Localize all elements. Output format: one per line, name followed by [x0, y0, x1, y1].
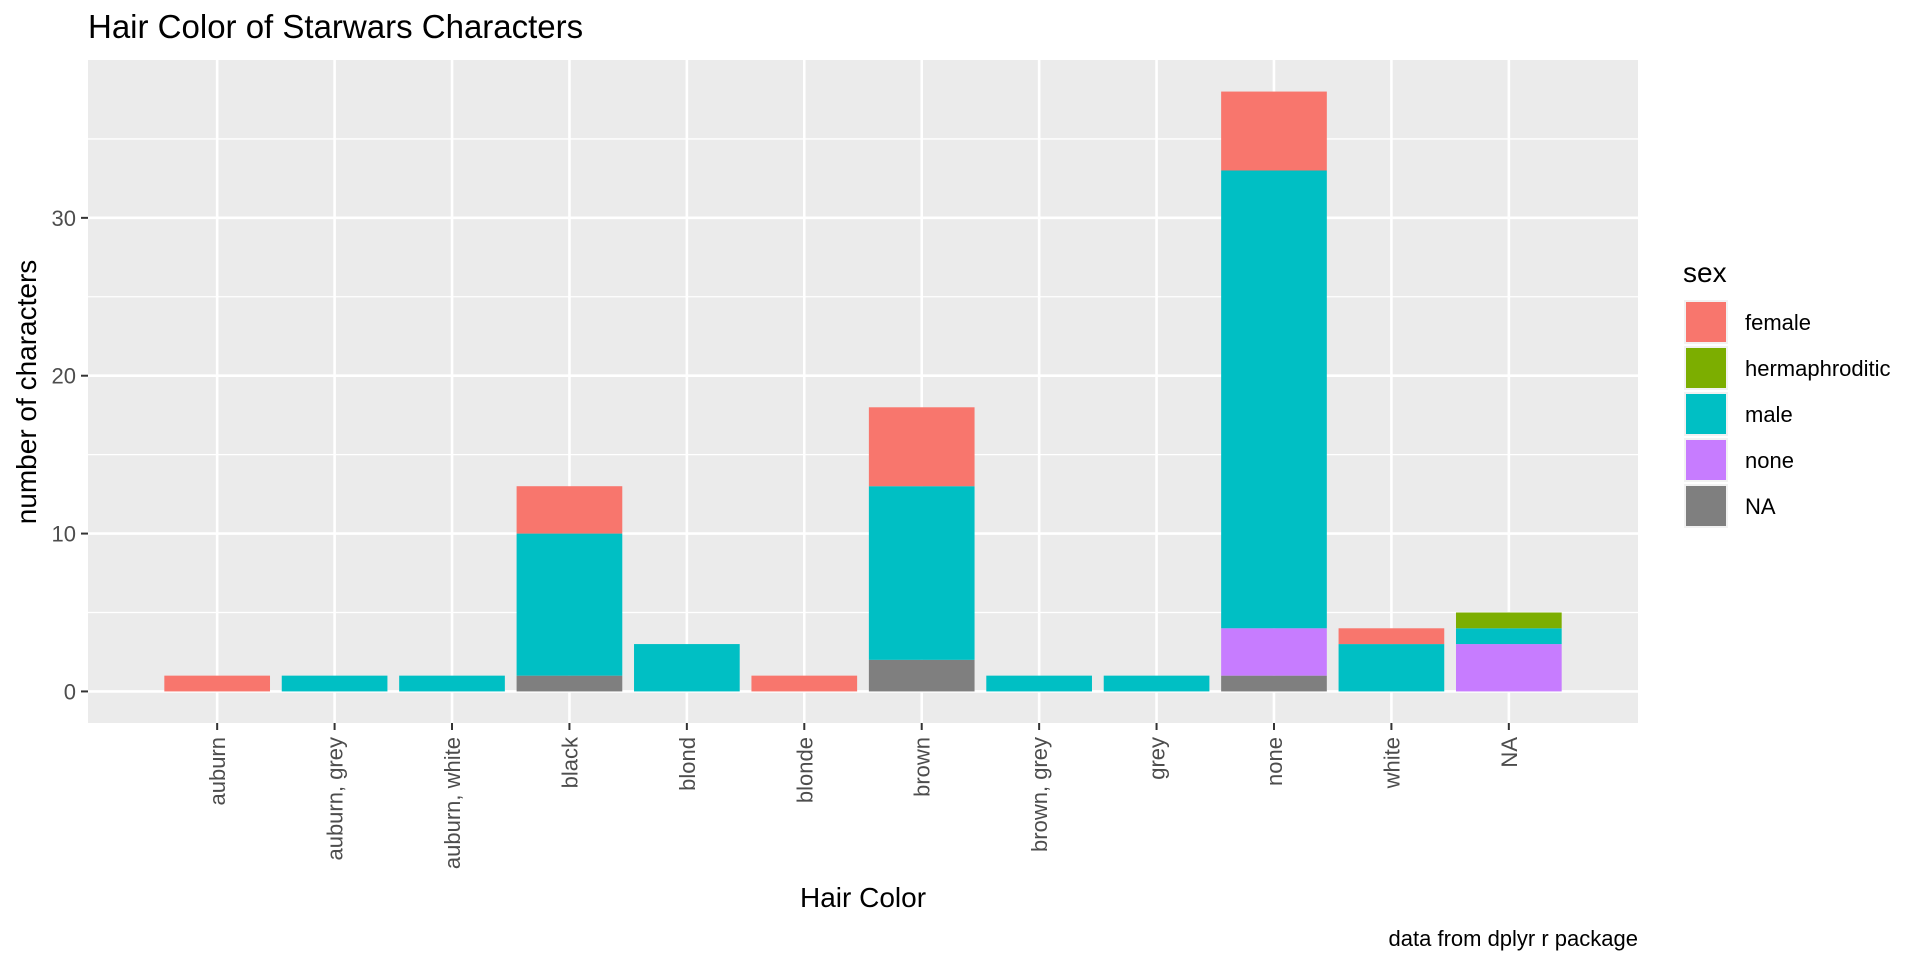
bars [164, 91, 1562, 692]
caption: data from dplyr r package [1389, 926, 1638, 951]
bar-segment [1455, 612, 1562, 629]
legend-label: none [1745, 448, 1794, 473]
legend-swatch [1686, 302, 1726, 342]
x-tick-label: brown [910, 737, 935, 797]
bar-segment [1221, 170, 1327, 629]
y-axis: 0 10 20 30 [52, 206, 88, 704]
x-tick-label: auburn, white [440, 737, 465, 869]
bar-segment [1221, 675, 1327, 692]
legend-title: sex [1683, 257, 1727, 288]
bar-segment [399, 675, 505, 692]
bar-segment [868, 659, 975, 692]
bar-segment [281, 675, 388, 692]
bar-segment [868, 407, 975, 487]
x-tick-label: auburn [205, 737, 230, 806]
bar-segment [1455, 644, 1562, 692]
bar-segment [1221, 628, 1327, 676]
grid-minor [88, 138, 1638, 614]
legend-swatch [1686, 486, 1726, 526]
legend-label: NA [1745, 494, 1776, 519]
y-tick-label: 30 [52, 206, 76, 231]
x-tick-label: black [557, 736, 582, 788]
y-axis-title: number of characters [11, 260, 42, 525]
legend-label: male [1745, 402, 1793, 427]
x-tick-label: white [1379, 737, 1404, 789]
bar-segment [1338, 628, 1445, 645]
x-tick-label: NA [1497, 737, 1522, 768]
bar-segment [1221, 91, 1327, 171]
bar-segment [164, 675, 271, 692]
x-axis: auburn auburn, grey auburn, white black blon… [205, 723, 1522, 869]
bar-segment [986, 675, 1092, 692]
bar-segment [1338, 644, 1445, 692]
legend: sex female hermaphroditic male none NA [1683, 257, 1891, 528]
x-tick-label: grey [1145, 737, 1170, 780]
chart-title: Hair Color of Starwars Characters [88, 8, 583, 45]
bar-segment [868, 486, 975, 660]
legend-swatch [1686, 348, 1726, 388]
y-tick-label: 10 [52, 522, 76, 547]
legend-label: hermaphroditic [1745, 356, 1891, 381]
legend-swatch [1686, 394, 1726, 434]
bar-segment [1103, 675, 1210, 692]
y-tick-label: 0 [64, 679, 76, 704]
x-tick-label: none [1262, 737, 1287, 786]
bar-segment [516, 486, 623, 534]
bar-segment [516, 675, 623, 692]
bar-segment [1455, 628, 1562, 645]
x-axis-title: Hair Color [800, 882, 926, 913]
bar-segment [751, 675, 858, 692]
legend-swatch [1686, 440, 1726, 480]
plot-panel [88, 60, 1638, 723]
x-tick-label: brown, grey [1027, 737, 1052, 852]
bar-segment [516, 533, 623, 676]
x-tick-label: auburn, grey [323, 737, 348, 861]
y-tick-label: 20 [52, 364, 76, 389]
x-tick-label: blonde [792, 737, 817, 803]
legend-label: female [1745, 310, 1811, 335]
x-tick-label: blond [675, 737, 700, 791]
bar-segment [634, 644, 740, 692]
